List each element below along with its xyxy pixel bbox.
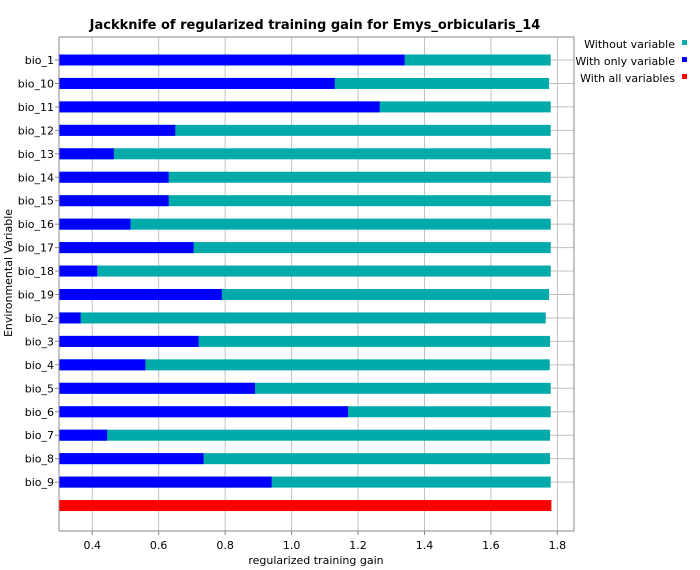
bar-with-only-variable-bio_16 [59, 218, 131, 230]
legend-label-with-all-variables: With all variables [580, 72, 675, 85]
bar-without-variable-bio_15 [59, 195, 551, 207]
x-tick-label: 0.4 [83, 539, 101, 552]
chart-title: Jackknife of regularized training gain f… [89, 18, 541, 33]
x-tick-label: 1.6 [482, 539, 500, 552]
bar-with-only-variable-bio_14 [59, 171, 169, 183]
y-tick-label: bio_3 [25, 335, 54, 348]
bar-with-only-variable-bio_6 [59, 406, 349, 418]
bar-with-only-variable-bio_17 [59, 242, 194, 254]
y-tick-label: bio_13 [18, 148, 54, 161]
legend-swatch-with-only-variable [682, 57, 687, 62]
y-tick-label: bio_19 [18, 289, 54, 302]
legend-label-without-variable: Without variable [584, 38, 675, 51]
bar-without-variable-bio_8 [59, 453, 551, 465]
bar-with-only-variable-bio_7 [59, 429, 108, 441]
x-tick-label: 0.8 [216, 539, 234, 552]
bar-with-only-variable-bio_13 [59, 148, 114, 160]
legend-swatch-without-variable [682, 40, 687, 45]
x-tick-label: 0.6 [150, 539, 168, 552]
bar-without-variable-bio_3 [59, 335, 551, 347]
bar-without-variable-bio_19 [59, 289, 550, 300]
x-axis-label: regularized training gain [248, 554, 383, 567]
y-tick-label: bio_11 [18, 101, 54, 114]
legend-swatch-with-all-variables [682, 74, 687, 79]
bar-with-only-variable-bio_4 [59, 359, 146, 371]
bar-with-only-variable-bio_3 [59, 335, 199, 347]
bar-with-only-variable-bio_12 [59, 124, 176, 136]
bar-without-variable-bio_18 [59, 265, 551, 277]
y-tick-label: bio_4 [25, 359, 54, 372]
bar-without-variable-bio_12 [59, 124, 551, 136]
y-tick-label: bio_6 [25, 406, 54, 419]
plot-frame [58, 36, 575, 532]
bar-without-variable-bio_17 [59, 242, 551, 254]
x-tick-labels: 0.4 0.6 0.8 1.0 1.2 1.4 1.6 1.8 [83, 539, 566, 552]
bar-with-only-variable-bio_8 [59, 453, 204, 465]
y-tick-label: bio_5 [25, 382, 54, 395]
bar-without-variable-bio_14 [59, 171, 551, 183]
y-tick-label: bio_2 [25, 312, 54, 325]
bar-with-only-variable-bio_9 [59, 476, 272, 488]
x-tick-label: 1.0 [283, 539, 301, 552]
legend: Without variable With only variable With… [575, 38, 687, 85]
y-tick-label: bio_16 [18, 218, 54, 231]
y-axis-label: Environmental Variable [2, 209, 15, 337]
x-tick-label: 1.4 [416, 539, 434, 552]
bar-without-variable-bio_2 [59, 312, 546, 324]
bar-with-only-variable-bio_1 [59, 54, 405, 66]
bar-with-only-variable-bio_19 [59, 289, 222, 300]
bars [59, 54, 552, 512]
x-tick-label: 1.2 [349, 539, 367, 552]
y-tick-label: bio_8 [25, 453, 54, 466]
bar-without-variable-bio_5 [59, 382, 551, 394]
bar-without-variable-bio_16 [59, 218, 551, 230]
bar-with-all-variables [59, 500, 552, 512]
bar-with-only-variable-bio_5 [59, 382, 256, 394]
legend-label-with-only-variable: With only variable [575, 55, 675, 68]
x-tick-label: 1.8 [549, 539, 567, 552]
bar-with-only-variable-bio_18 [59, 265, 98, 277]
y-tick-label: bio_9 [25, 476, 54, 489]
y-tick-label: bio_12 [18, 124, 54, 137]
bar-without-variable-bio_13 [59, 148, 551, 160]
bar-without-variable-bio_7 [59, 429, 551, 441]
bar-with-only-variable-bio_11 [59, 101, 380, 113]
y-tick-label: bio_15 [18, 195, 54, 208]
y-tick-label: bio_18 [18, 265, 54, 278]
bar-without-variable-bio_4 [59, 359, 550, 371]
bar-with-only-variable-bio_15 [59, 195, 169, 207]
y-tick-label: bio_10 [18, 77, 54, 90]
y-tick-label: bio_14 [18, 171, 54, 184]
y-tick-labels: bio_1 bio_10 bio_11 bio_12 bio_13 bio_14 bio_1… [18, 54, 54, 489]
bar-with-only-variable-bio_2 [59, 312, 81, 324]
y-tick-label: bio_17 [18, 242, 54, 255]
y-tick-label: bio_1 [25, 54, 54, 67]
bar-with-only-variable-bio_10 [59, 77, 335, 89]
y-tick-label: bio_7 [25, 429, 54, 442]
bar-without-variable-bio_9 [59, 476, 551, 488]
